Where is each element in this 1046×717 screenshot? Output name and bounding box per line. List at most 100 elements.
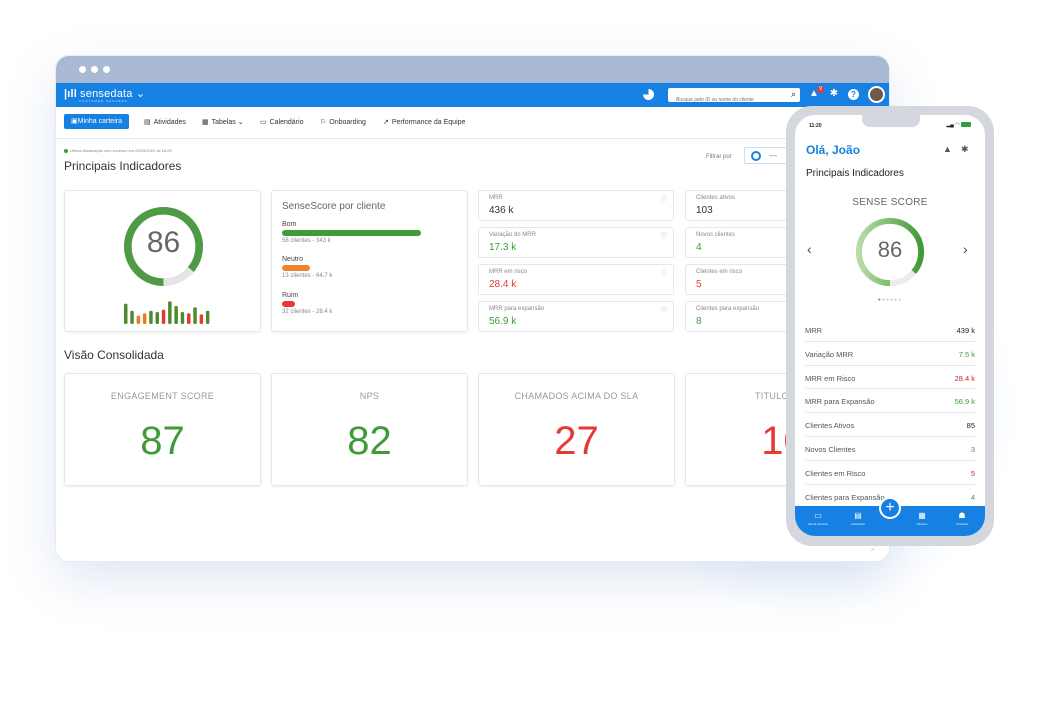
tab-label: Minha carteira: [77, 118, 122, 125]
avatar[interactable]: [868, 86, 885, 103]
kpi-card[interactable]: Variação do MRR 17.3 k ⓘ: [478, 227, 674, 258]
kpi-card[interactable]: MRR em risco 28.4 k ⓘ: [478, 264, 674, 295]
mobile-kpi-value: 5: [970, 468, 975, 478]
mobile-kpi-row[interactable]: Novos Clientes 3: [805, 437, 975, 461]
kpi-card[interactable]: MRR para expansão 56.9 k ⓘ: [478, 301, 674, 332]
window-titlebar: [56, 56, 889, 83]
mobile-kpi-row[interactable]: MRR para Expansão 56.9 k: [805, 389, 975, 414]
calendar-icon: ▭: [260, 119, 267, 126]
mobile-kpi-value: 85: [966, 421, 975, 431]
mobile-tab-label: Clientes: [916, 522, 928, 526]
info-icon[interactable]: ⓘ: [660, 234, 667, 240]
sense-score-card[interactable]: 86: [64, 190, 261, 332]
consolidated-card[interactable]: NPS 82: [271, 373, 468, 486]
chevron-up-icon[interactable]: ⌃: [869, 547, 877, 557]
sensescore-distribution-card[interactable]: SenseScore por cliente Bom 58 clientes - …: [271, 190, 468, 332]
mobile-kpi-value: 439 k: [956, 326, 975, 335]
mobile-kpi-label: MRR: [805, 326, 823, 335]
sensescore-row[interactable]: Ruim 32 clientes - 28.4 k: [282, 292, 462, 315]
consolidated-card[interactable]: ENGAGEMENT SCORE 87: [64, 373, 261, 486]
sensescore-row[interactable]: Bom 58 clientes - 343 k: [282, 221, 462, 244]
consolidated-label: NPS: [359, 391, 380, 401]
mobile-tab-label: Minha Carteira: [808, 522, 828, 526]
consolidated-card[interactable]: CHAMADOS ACIMA DO SLA 27: [478, 373, 675, 486]
kpi-card[interactable]: MRR 436 k ⓘ: [478, 190, 674, 221]
mobile-tab[interactable]: ☗ Usuários: [947, 511, 977, 526]
window-dot-icon[interactable]: [79, 66, 86, 73]
chevron-left-icon[interactable]: ‹: [807, 241, 812, 257]
tab-label: Performance da Equipe: [391, 119, 466, 126]
kpi-label: MRR: [489, 195, 503, 201]
mobile-kpi-label: Clientes para Expansão: [805, 492, 885, 502]
sparkline-bar: [180, 312, 185, 324]
brand-logo[interactable]: |ıll sensedata ⌄: [64, 87, 145, 100]
mobile-kpi-label: Clientes Ativos: [805, 421, 855, 431]
mobile-kpi-row[interactable]: Clientes Ativos 85: [805, 413, 975, 437]
mobile-score-gauge: [855, 217, 925, 287]
tab-calendario[interactable]: ▭ Calendário: [260, 118, 303, 126]
sparkline-bar: [124, 303, 128, 324]
mobile-kpi-row[interactable]: MRR em Risco 28.4 k: [805, 366, 975, 390]
mobile-kpi-value: 3: [970, 444, 975, 454]
add-button[interactable]: +: [879, 497, 901, 519]
table-icon: ▦: [202, 119, 209, 126]
consolidated-label: ENGAGEMENT SCORE: [110, 391, 215, 401]
notification-badge: 9: [817, 86, 824, 93]
chevron-right-icon[interactable]: ›: [963, 241, 968, 257]
sensescore-row-detail: 13 clientes - 64.7 k: [282, 273, 333, 279]
score-sparkline: [124, 301, 210, 324]
bell-icon[interactable]: ▲: [809, 88, 819, 99]
wallet-icon: ▭: [814, 511, 822, 520]
kpi-value: 17.3 k: [489, 242, 517, 253]
mobile-screen: 11:20 ▂▄ ◠ Olá, João ▲ ✱ Principais Indi…: [795, 115, 985, 536]
sparkline-bar: [161, 309, 166, 324]
window-dot-icon[interactable]: [91, 66, 98, 73]
wifi-icon: ◠: [955, 122, 960, 128]
consolidated-value: 82: [347, 419, 392, 463]
help-icon[interactable]: ?: [848, 89, 859, 100]
mobile-tab[interactable]: ▭ Minha Carteira: [803, 511, 833, 526]
sensescore-row[interactable]: Neutro 13 clientes - 64.7 k: [282, 256, 462, 279]
document-icon: ▤: [854, 511, 862, 520]
mobile-tab[interactable]: ▦ Clientes: [907, 511, 937, 526]
greeting: Olá, João: [806, 143, 861, 157]
mobile-kpi-row[interactable]: Variação MRR 7.5 k: [805, 342, 975, 366]
search-icon[interactable]: ⌕: [790, 89, 796, 99]
gear-icon[interactable]: ✱: [961, 144, 969, 154]
mobile-kpi-row[interactable]: Clientes em Risco 5: [805, 461, 975, 485]
info-icon[interactable]: ⓘ: [660, 271, 667, 277]
kpi-value: 56.9 k: [489, 316, 517, 327]
carousel-dots[interactable]: ●●●●●●: [877, 297, 903, 303]
mobile-kpi-label: Novos Clientes: [805, 444, 856, 454]
battery-icon: [961, 122, 971, 128]
tab-performance[interactable]: ↗ Performance da Equipe: [383, 118, 465, 126]
mobile-kpi-row[interactable]: MRR 439 k: [805, 318, 975, 342]
tab-minha-carteira[interactable]: ▣Minha carteira: [64, 114, 129, 129]
gear-icon[interactable]: ✱: [829, 88, 839, 99]
mobile-tab[interactable]: ▤ Atividades: [843, 511, 873, 526]
window-dot-icon[interactable]: [103, 66, 110, 73]
info-icon[interactable]: ⓘ: [660, 197, 667, 203]
sparkline-bar: [205, 310, 210, 324]
bell-icon[interactable]: ▲: [943, 144, 952, 154]
search-box: ⌕: [668, 88, 800, 107]
sparkline-bar: [199, 314, 204, 324]
sensescore-row-bar: [282, 265, 310, 271]
tab-tabelas[interactable]: ▦ Tabelas ⌄: [202, 118, 244, 126]
tab-atividades[interactable]: ▤ Atividades: [144, 118, 186, 126]
kpi-value: 5: [696, 279, 702, 290]
mobile-kpi-value: 7.5 k: [958, 349, 975, 359]
kpi-value: 4: [696, 242, 702, 253]
info-icon[interactable]: ⓘ: [660, 308, 667, 314]
kpi-label: Novos clientes: [696, 232, 736, 238]
sense-score-label: SENSE SCORE: [852, 197, 928, 208]
mobile-tab-label: Usuários: [956, 522, 968, 526]
sparkline-bar: [142, 313, 147, 324]
tab-onboarding[interactable]: ⚐ Onboarding: [320, 118, 366, 126]
chevron-down-icon: ⌄: [237, 119, 244, 126]
kpi-label: MRR para expansão: [489, 306, 545, 312]
search-input[interactable]: [668, 93, 778, 107]
pie-chart-icon[interactable]: [643, 89, 654, 100]
kpi-label: Clientes para expansão: [696, 306, 760, 312]
